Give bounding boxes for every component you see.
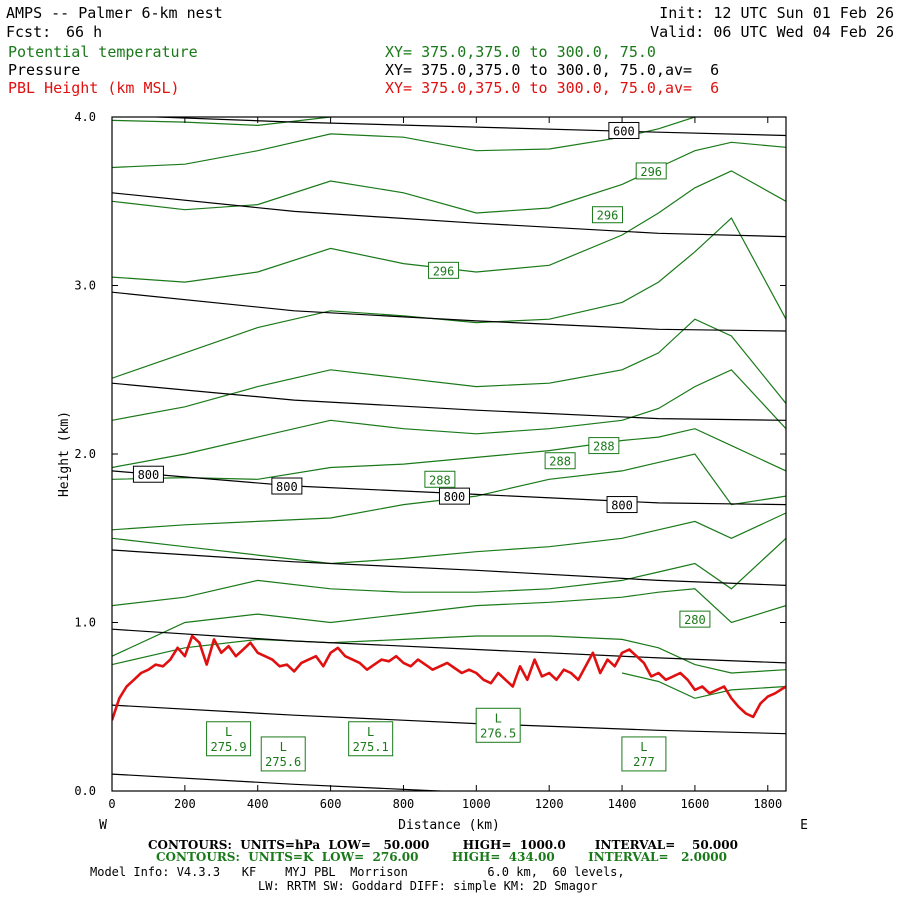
pressure-contour-8 xyxy=(141,117,786,137)
legend-pbl-height: PBL Height (km MSL) xyxy=(8,79,180,97)
theta-contour-7 xyxy=(112,428,786,480)
forecast-hour: 66 h xyxy=(66,23,103,41)
low-center-box-1 xyxy=(260,736,306,772)
east-label: E xyxy=(800,818,808,833)
y-tick-label-1: 1.0 xyxy=(74,616,96,630)
low-center-letter-0: L xyxy=(225,725,232,739)
pressure-label-box-4 xyxy=(606,496,638,514)
chart-title: AMPS -- Palmer 6-km nest xyxy=(6,4,223,22)
theta-contour-5 xyxy=(112,318,786,421)
low-center-value-2: 275.1 xyxy=(353,740,389,754)
footer-model-info: Model Info: V4.3.3 KF MYJ PBL Morrison 6… xyxy=(90,865,625,879)
west-label: W xyxy=(99,818,107,833)
pressure-label-box-3 xyxy=(438,487,470,505)
theta-contour-2 xyxy=(112,141,786,214)
theta-contour-3 xyxy=(112,170,786,283)
y-axis-label: Height (km) xyxy=(57,411,72,497)
x-tick-label-3: 600 xyxy=(320,797,342,811)
valid-time: Valid: 06 UTC Wed 04 Feb 26 xyxy=(650,23,894,41)
theta-label-1: 296 xyxy=(597,209,619,223)
theta-contour-8 xyxy=(112,453,786,531)
theta-contour-10 xyxy=(112,537,786,607)
theta-contour-4 xyxy=(112,217,786,379)
theta-label-0: 296 xyxy=(640,165,662,179)
theta-contour-13 xyxy=(621,672,786,699)
theta-label-box-4 xyxy=(544,452,576,470)
plot-frame xyxy=(111,116,787,792)
pressure-label-4: 800 xyxy=(611,499,633,513)
pressure-contour-3 xyxy=(112,470,786,506)
theta-label-5: 288 xyxy=(429,473,451,487)
legend-pressure: Pressure xyxy=(8,61,81,79)
theta-label-6: 280 xyxy=(684,613,706,627)
theta-label-4: 288 xyxy=(549,455,571,469)
low-center-value-1: 275.6 xyxy=(265,755,301,769)
low-center-letter-2: L xyxy=(367,725,374,739)
pressure-label-box-2 xyxy=(271,477,303,495)
x-tick-label-8: 1600 xyxy=(680,797,709,811)
low-center-letter-1: L xyxy=(280,740,287,754)
pressure-contour-2 xyxy=(112,382,786,421)
x-tick-label-0: 0 xyxy=(108,797,115,811)
x-tick-label-2: 400 xyxy=(247,797,269,811)
low-center-box-4 xyxy=(621,736,667,772)
pressure-contour-4 xyxy=(112,549,786,586)
forecast-label: Fcst: xyxy=(6,23,52,41)
footer-theta-contours: CONTOURS: UNITS=K LOW= 276.00 HIGH= 434.… xyxy=(156,850,727,864)
y-tick-label-4: 4.0 xyxy=(74,110,96,124)
theta-label-box-0 xyxy=(635,162,667,180)
theta-label-box-3 xyxy=(588,437,620,455)
theta-contour-9 xyxy=(112,512,786,565)
theta-contour-1 xyxy=(112,117,698,169)
y-tick-label-2: 2.0 xyxy=(74,447,96,461)
y-tick-label-0: 0.0 xyxy=(74,784,96,798)
low-center-box-3 xyxy=(475,707,521,743)
pressure-label-box-0 xyxy=(608,121,640,139)
legend-pressure-xy: XY= 375.0,375.0 to 300.0, 75.0,av= 6 xyxy=(385,61,720,79)
x-tick-label-6: 1200 xyxy=(535,797,564,811)
x-tick-label-1: 200 xyxy=(174,797,196,811)
legend-pbl-height-xy: XY= 375.0,375.0 to 300.0, 75.0,av= 6 xyxy=(385,79,720,97)
theta-label-box-5 xyxy=(424,470,456,488)
legend-potential-temperature: Potential temperature xyxy=(8,43,198,61)
pressure-label-box-1 xyxy=(132,465,164,483)
pbl-height-line xyxy=(112,634,786,721)
pressure-contour-0 xyxy=(112,192,786,238)
x-tick-label-7: 1400 xyxy=(608,797,637,811)
theta-label-box-6 xyxy=(679,610,711,628)
theta-label-box-2 xyxy=(428,261,460,279)
theta-contour-12 xyxy=(112,635,786,674)
pressure-label-3: 800 xyxy=(444,490,466,504)
x-axis-label: Distance (km) xyxy=(398,818,500,833)
low-center-letter-4: L xyxy=(640,740,647,754)
low-center-value-3: 276.5 xyxy=(480,726,516,740)
theta-label-3: 288 xyxy=(593,440,615,454)
low-center-value-4: 277 xyxy=(633,755,655,769)
pressure-label-2: 800 xyxy=(276,480,298,494)
footer-pressure-contours: CONTOURS: UNITS=hPa LOW= 50.000 HIGH= 10… xyxy=(148,838,738,852)
footer-physics-info: LW: RRTM SW: Goddard DIFF: simple KM: 2D… xyxy=(258,879,598,893)
pressure-contour-5 xyxy=(112,628,786,664)
legend-potential-temperature-xy: XY= 375.0,375.0 to 300.0, 75.0 xyxy=(385,43,656,61)
low-center-box-2 xyxy=(348,721,394,757)
pressure-contour-7 xyxy=(112,773,453,791)
theta-label-2: 296 xyxy=(433,264,455,278)
pressure-label-1: 800 xyxy=(138,468,160,482)
x-tick-label-4: 800 xyxy=(393,797,415,811)
pressure-contour-1 xyxy=(112,291,786,332)
low-center-letter-3: L xyxy=(495,711,502,725)
theta-contour-0 xyxy=(112,117,344,127)
low-center-box-0 xyxy=(206,721,252,757)
theta-contour-11 xyxy=(112,588,786,657)
x-tick-label-9: 1800 xyxy=(753,797,782,811)
y-tick-label-3: 3.0 xyxy=(74,279,96,293)
theta-contour-6 xyxy=(112,369,786,469)
x-tick-label-5: 1000 xyxy=(462,797,491,811)
pressure-label-0: 600 xyxy=(613,124,635,138)
init-time: Init: 12 UTC Sun 01 Feb 26 xyxy=(659,4,894,22)
low-center-value-0: 275.9 xyxy=(211,740,247,754)
theta-label-box-1 xyxy=(591,206,623,224)
